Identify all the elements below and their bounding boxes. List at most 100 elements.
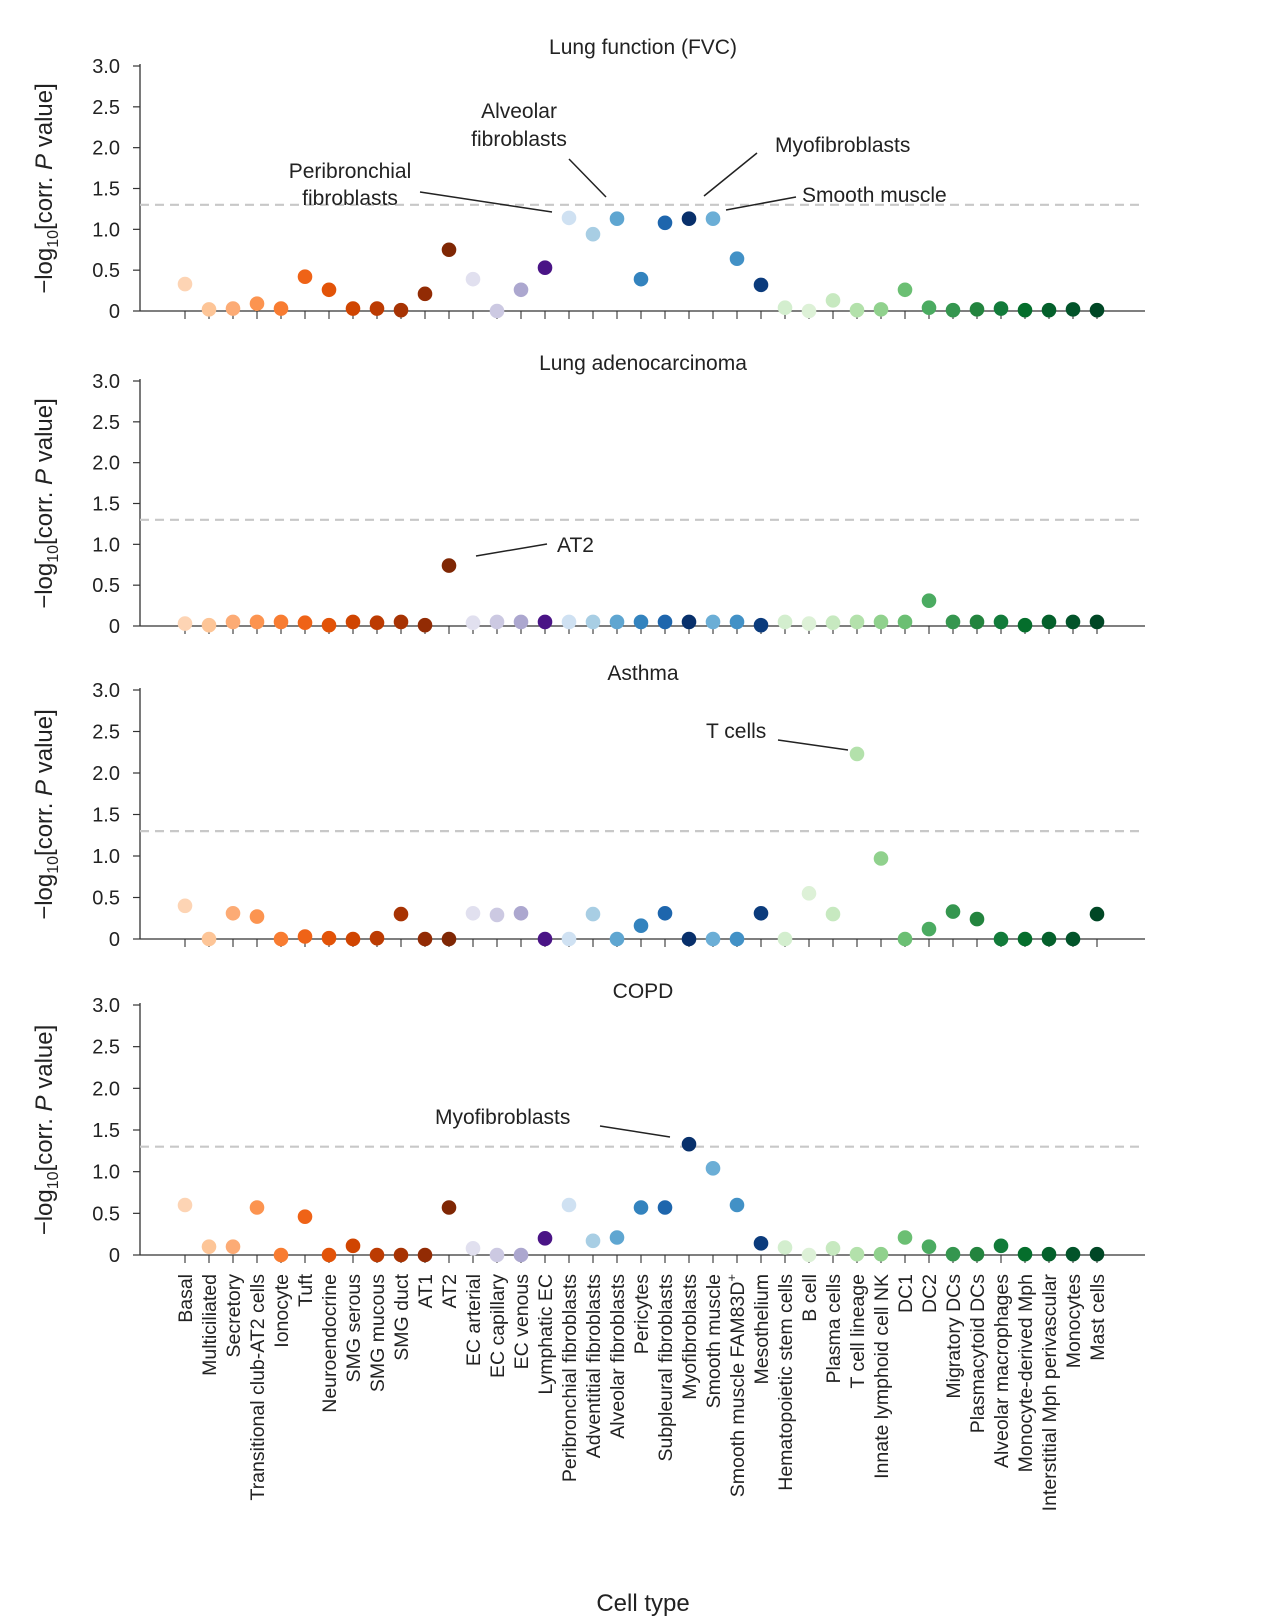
x-tick-label: Plasmacytoid DCs xyxy=(967,1274,989,1434)
data-point xyxy=(657,215,673,231)
data-point xyxy=(801,616,817,631)
data-point xyxy=(441,558,457,573)
data-point xyxy=(1065,931,1081,947)
data-point xyxy=(1041,614,1057,630)
panel-4: COPD 0 0.5 1.0 1.5 2.0 2.5 3.0 −log10[corr. P va… xyxy=(31,980,1145,1267)
y-tick-label: 2.5 xyxy=(92,97,120,119)
x-tick-label: Alveolar macrophages xyxy=(991,1274,1013,1468)
annotation-leader-line xyxy=(777,739,849,751)
data-point xyxy=(825,1241,841,1256)
data-point xyxy=(1089,614,1105,630)
y-tick-label: 2.5 xyxy=(92,1037,120,1059)
data-point xyxy=(393,906,409,922)
annotation-label: Smooth muscle xyxy=(802,184,947,207)
data-point xyxy=(321,617,337,633)
data-point xyxy=(417,931,433,947)
data-point xyxy=(921,1239,937,1254)
data-point xyxy=(633,614,649,630)
data-point xyxy=(1017,302,1033,318)
data-point xyxy=(921,921,937,937)
data-point xyxy=(225,1239,241,1254)
data-point xyxy=(777,931,793,947)
data-point xyxy=(345,614,361,630)
data-point xyxy=(489,1247,505,1263)
y-axis-label: −log10[corr. P value] xyxy=(31,398,62,609)
data-point xyxy=(561,1197,577,1213)
data-point xyxy=(1017,1246,1033,1262)
data-point xyxy=(465,615,481,631)
data-point xyxy=(201,931,217,947)
data-point xyxy=(417,286,433,302)
data-point xyxy=(801,886,817,901)
data-point xyxy=(465,271,481,287)
x-tick-label: Hematopoietic stem cells xyxy=(775,1274,797,1491)
data-point xyxy=(513,282,529,298)
data-point xyxy=(297,269,313,285)
data-point xyxy=(273,1247,289,1263)
y-axis-label: −log10[corr. P value] xyxy=(31,709,62,920)
data-point xyxy=(729,931,745,947)
data-point xyxy=(225,905,241,921)
data-point xyxy=(993,1238,1009,1254)
panel-title: Asthma xyxy=(607,662,679,685)
data-point xyxy=(585,226,601,242)
data-point xyxy=(705,931,721,947)
data-point xyxy=(1089,302,1105,318)
y-axis-label: −log10[corr. P value] xyxy=(31,83,62,294)
x-tick-label: AT1 xyxy=(415,1274,437,1308)
y-tick-label: 3.0 xyxy=(92,680,120,702)
data-point xyxy=(921,300,937,316)
data-point xyxy=(177,1197,193,1213)
annotation-label: Myofibroblasts xyxy=(435,1106,570,1129)
data-point xyxy=(489,614,505,630)
data-point xyxy=(393,614,409,630)
x-tick-label: AT2 xyxy=(439,1274,461,1308)
y-tick-label: 1.5 xyxy=(92,805,120,827)
y-tick-label: 2.5 xyxy=(92,722,120,744)
x-axis-label: Cell type xyxy=(596,1590,689,1617)
data-point xyxy=(825,906,841,922)
data-point xyxy=(753,277,769,293)
data-point xyxy=(537,931,553,947)
panel-title: Lung function (FVC) xyxy=(549,36,737,59)
data-point xyxy=(753,617,769,633)
data-point xyxy=(537,614,553,630)
x-tick-label: Basal xyxy=(175,1274,197,1323)
data-point xyxy=(897,931,913,947)
x-tick-label: Subpleural fibroblasts xyxy=(655,1274,677,1462)
data-point xyxy=(225,301,241,316)
annotation-leader-line xyxy=(419,191,553,213)
data-point xyxy=(849,1246,865,1262)
data-point xyxy=(513,1247,529,1263)
data-point xyxy=(513,614,529,630)
data-point xyxy=(561,210,577,226)
annotation-leader-line xyxy=(568,158,607,198)
y-tick-label: 0 xyxy=(109,301,120,323)
data-point xyxy=(561,931,577,947)
x-tick-label: B cell xyxy=(799,1274,821,1322)
y-axis-label: −log10[corr. P value] xyxy=(31,1025,62,1236)
data-point xyxy=(969,1246,985,1262)
x-tick-label: DC2 xyxy=(919,1274,941,1313)
data-point xyxy=(369,301,385,316)
data-point xyxy=(873,1246,889,1262)
data-point xyxy=(345,931,361,947)
x-tick-label: Mesothelium xyxy=(751,1274,773,1385)
x-category-labels: Basal Multiciliated Secretory Transitional … xyxy=(175,1273,1109,1511)
data-point xyxy=(441,931,457,947)
data-point xyxy=(921,593,937,608)
panel-title: COPD xyxy=(613,980,674,1003)
data-point xyxy=(201,1239,217,1254)
data-point xyxy=(873,851,889,866)
annotation-label: Alveolar xyxy=(481,100,557,123)
data-point xyxy=(633,271,649,287)
data-point xyxy=(273,614,289,630)
annotation-label: Myofibroblasts xyxy=(775,134,910,157)
panel-3: Asthma 0 0.5 1.0 1.5 2.0 2.5 3.0 −log10[corr. P … xyxy=(31,662,1145,951)
y-tick-label: 0.5 xyxy=(92,575,120,597)
y-tick-label: 0.5 xyxy=(92,1203,120,1225)
data-point xyxy=(249,909,265,924)
data-point xyxy=(849,746,865,762)
data-point xyxy=(729,251,745,267)
